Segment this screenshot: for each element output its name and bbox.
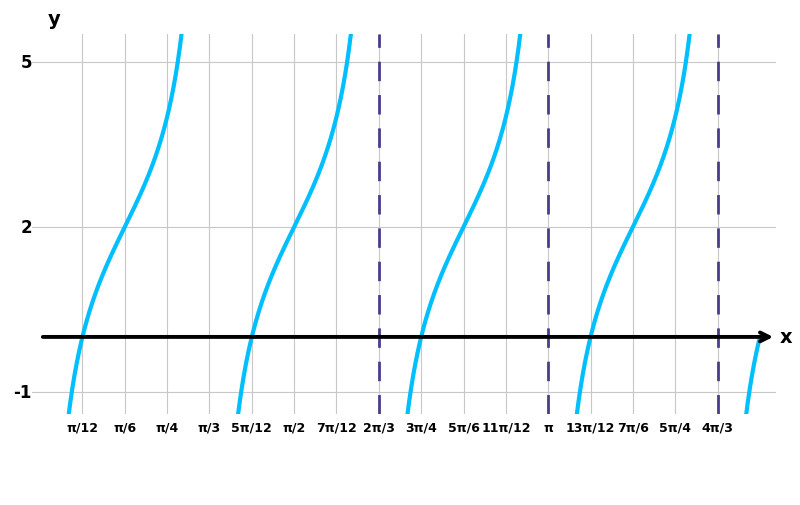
- Text: π/6: π/6: [114, 421, 136, 434]
- Text: π/2: π/2: [282, 421, 306, 434]
- Text: 2π/3: 2π/3: [363, 421, 394, 434]
- Text: 2: 2: [20, 219, 32, 236]
- Text: 5: 5: [21, 54, 32, 72]
- Text: 11π/12: 11π/12: [481, 421, 530, 434]
- Text: π/4: π/4: [155, 421, 178, 434]
- Text: π: π: [543, 421, 553, 434]
- Text: y: y: [48, 10, 61, 29]
- Text: 5π/6: 5π/6: [447, 421, 479, 434]
- Text: 5π/4: 5π/4: [659, 421, 691, 434]
- Text: -1: -1: [14, 383, 32, 401]
- Text: 7π/12: 7π/12: [316, 421, 357, 434]
- Text: x: x: [779, 328, 792, 347]
- Text: 13π/12: 13π/12: [566, 421, 615, 434]
- Text: 5π/12: 5π/12: [231, 421, 272, 434]
- Text: 7π/6: 7π/6: [617, 421, 649, 434]
- Text: π/12: π/12: [66, 421, 98, 434]
- Text: π/3: π/3: [198, 421, 221, 434]
- Text: 4π/3: 4π/3: [702, 421, 734, 434]
- Text: 3π/4: 3π/4: [406, 421, 437, 434]
